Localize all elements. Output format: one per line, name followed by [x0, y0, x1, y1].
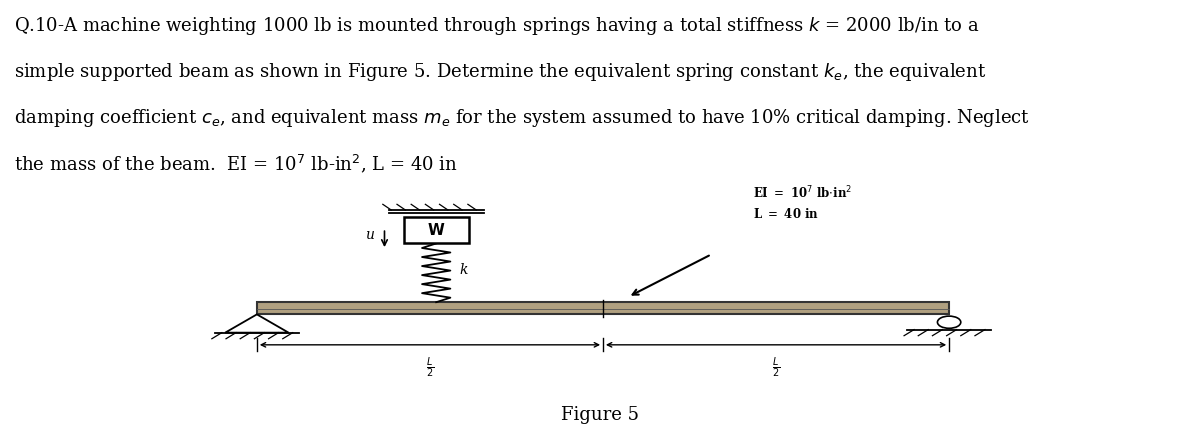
Bar	[257, 302, 949, 315]
Text: EI $=$ 10$^7$ lb$\cdot$in$^2$: EI $=$ 10$^7$ lb$\cdot$in$^2$	[754, 184, 852, 201]
Text: $\frac{L}{2}$: $\frac{L}{2}$	[772, 355, 780, 379]
Text: $\frac{L}{2}$: $\frac{L}{2}$	[426, 355, 434, 379]
Bar	[403, 217, 469, 244]
Text: the mass of the beam.  EI = 10$^7$ lb-in$^2$, L = 40 in: the mass of the beam. EI = 10$^7$ lb-in$…	[14, 152, 458, 174]
Text: W: W	[427, 223, 445, 238]
Text: damping coefficient $c_e$, and equivalent mass $m_e$ for the system assumed to h: damping coefficient $c_e$, and equivalen…	[14, 106, 1031, 128]
Text: Q.10-A machine weighting 1000 lb is mounted through springs having a total stiff: Q.10-A machine weighting 1000 lb is moun…	[14, 15, 980, 37]
Text: L $=$ 40 in: L $=$ 40 in	[754, 206, 820, 220]
Text: u: u	[365, 228, 374, 242]
Text: Figure 5: Figure 5	[562, 405, 640, 423]
Text: k: k	[460, 262, 468, 276]
Text: simple supported beam as shown in Figure 5. Determine the equivalent spring cons: simple supported beam as shown in Figure…	[14, 61, 986, 83]
